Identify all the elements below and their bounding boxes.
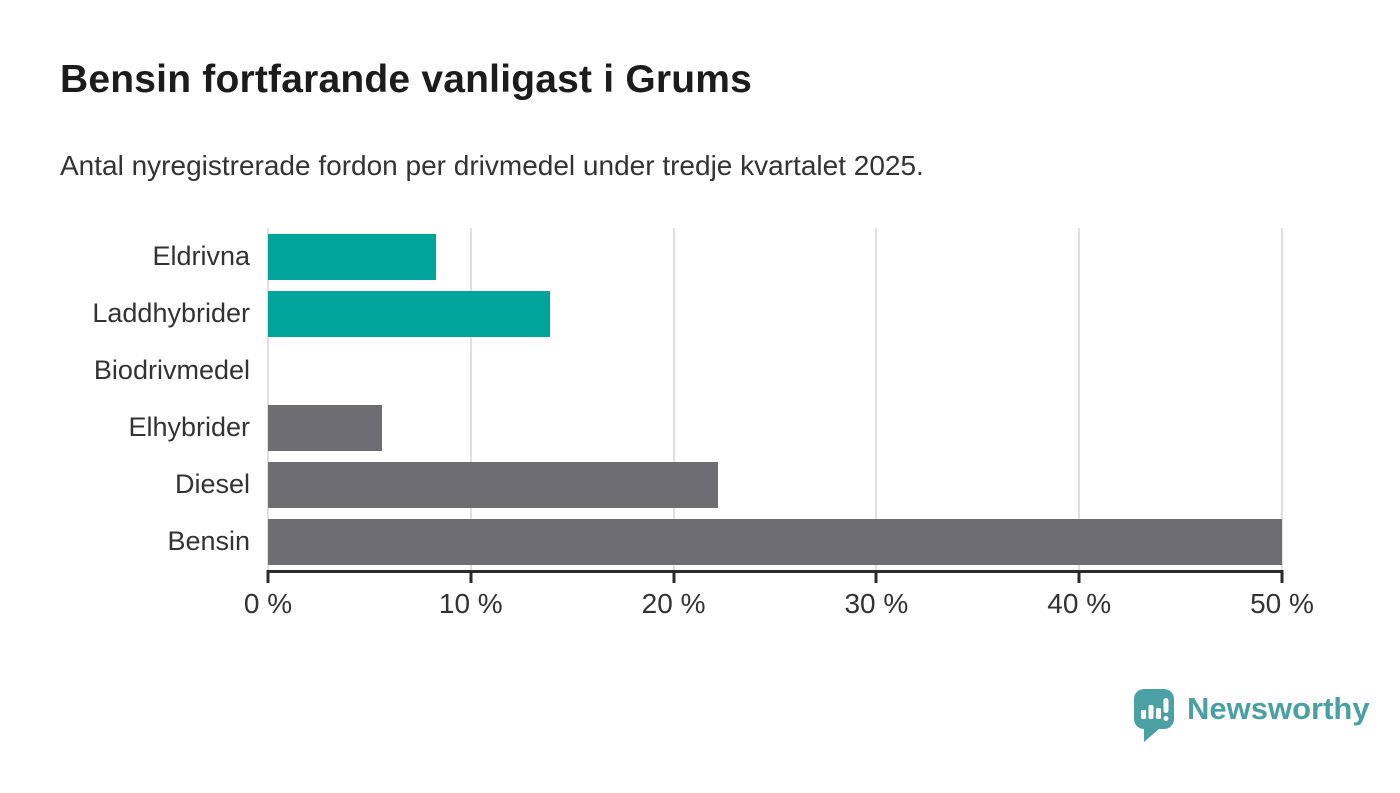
bar-diesel	[268, 461, 719, 508]
x-axis-line	[268, 570, 1282, 573]
x-axis-tick	[469, 570, 473, 583]
newsworthy-logo-text: Newsworthy	[1187, 691, 1370, 726]
x-axis-tick-label: 0 %	[243, 588, 293, 619]
gridline	[267, 228, 269, 570]
gridline	[875, 228, 878, 570]
category-label: Eldrivna	[152, 241, 250, 271]
x-axis-tick-label: 30 %	[844, 588, 909, 619]
gridline	[1078, 228, 1081, 570]
x-axis-tick	[874, 570, 878, 583]
chart-subtitle: Antal nyregistrerade fordon per drivmede…	[60, 150, 924, 181]
x-axis-tick	[1280, 570, 1284, 583]
newsworthy-logo-icon	[1134, 689, 1174, 742]
bar-chart: 0 % 10 % 20 % 30 % 40 % 50 % Eldrivna Laddhybri…	[0, 228, 1400, 628]
gridline	[469, 228, 472, 570]
x-axis-tick-label: 20 %	[641, 588, 706, 619]
x-axis-tick-label: 10 %	[438, 588, 503, 619]
category-label: Biodrivmedel	[93, 355, 250, 385]
bar-laddhybrider	[268, 290, 550, 337]
plot-area	[267, 228, 1283, 570]
bar-bensin	[268, 518, 1282, 565]
x-axis-tick	[672, 570, 676, 583]
x-axis-tick-label: 50 %	[1250, 588, 1314, 619]
x-axis-tick	[1077, 570, 1081, 583]
x-axis-tick-label: 40 %	[1047, 588, 1112, 619]
chart-title: Bensin fortfarande vanligast i Grums	[60, 58, 753, 101]
gridline	[672, 228, 675, 570]
category-label: Elhybrider	[128, 412, 250, 442]
category-label: Bensin	[167, 526, 250, 556]
category-label: Diesel	[174, 469, 250, 499]
bar-eldrivna	[268, 233, 437, 280]
x-axis-tick	[266, 570, 270, 583]
gridline	[1281, 228, 1283, 570]
newsworthy-logo: Newsworthy	[1132, 687, 1370, 743]
bar-elhybrider	[268, 404, 382, 451]
category-label: Laddhybrider	[92, 298, 250, 328]
